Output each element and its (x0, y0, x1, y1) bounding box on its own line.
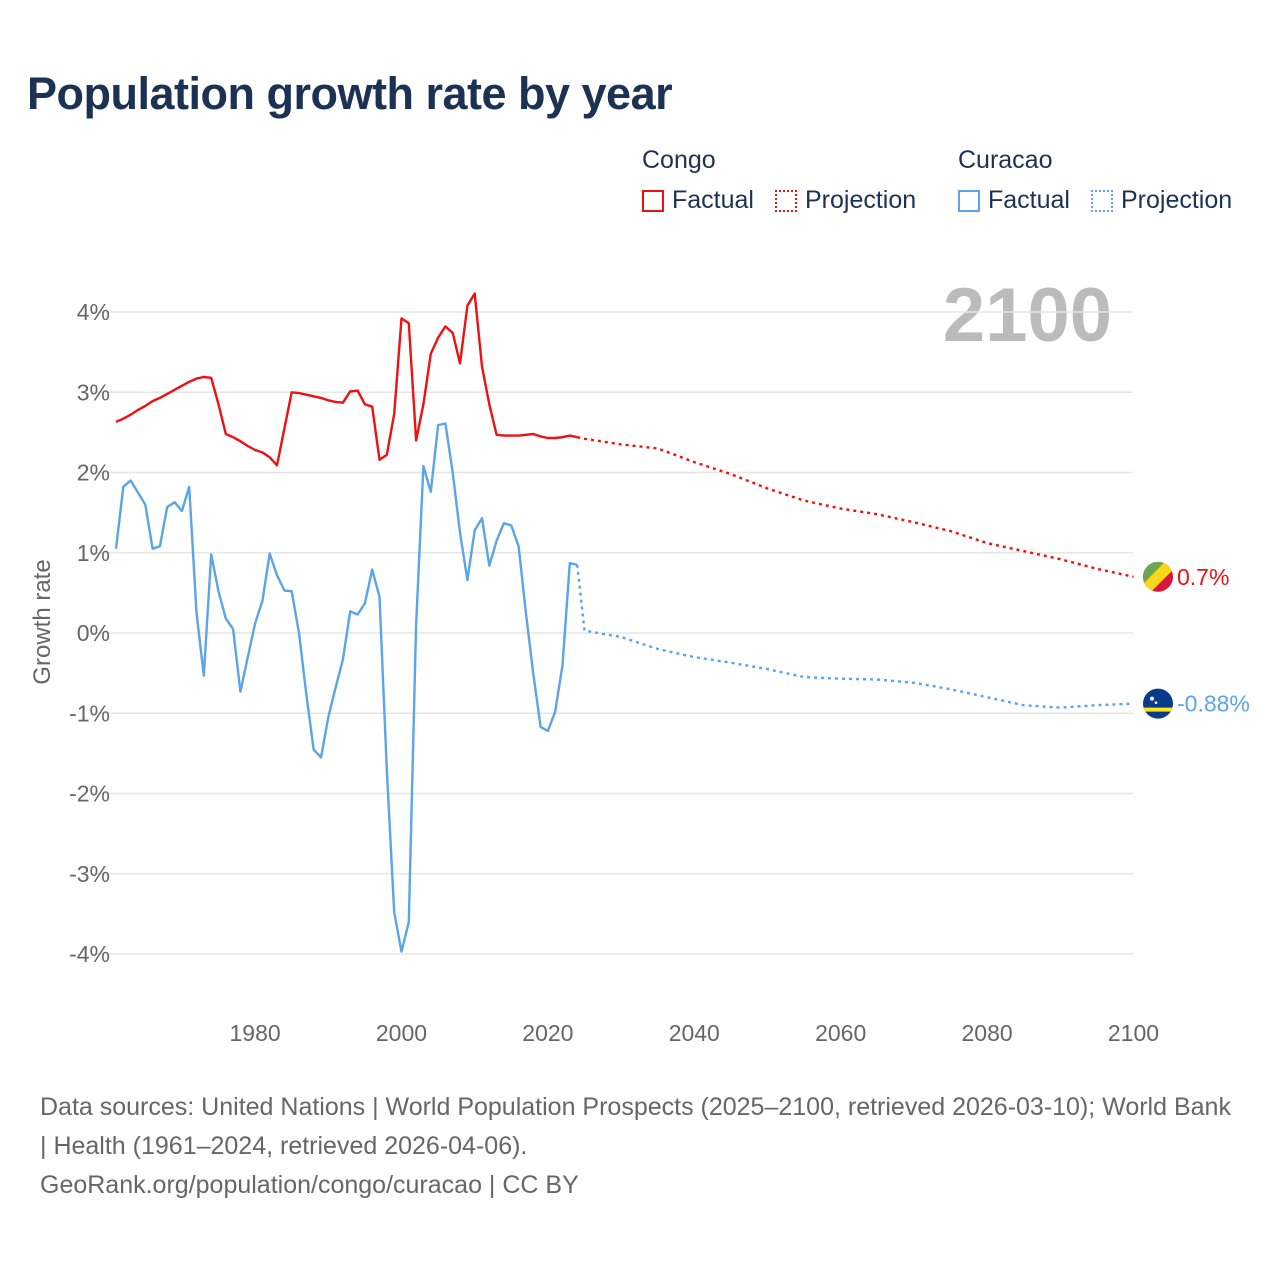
x-tick-label: 1980 (229, 1020, 280, 1046)
legend-country-congo: Congo (642, 146, 716, 174)
y-axis-label: Growth rate (29, 559, 56, 684)
data-sources: Data sources: United Nations | World Pop… (40, 1093, 1231, 1160)
x-tick-label: 2100 (1108, 1020, 1159, 1046)
legend-curacao-projection[interactable]: Projection (1091, 186, 1232, 215)
legend-curacao-factual[interactable]: Factual (958, 186, 1070, 215)
series-line-curacao-projection (576, 564, 1134, 709)
x-tick-label: 2000 (376, 1020, 427, 1046)
x-tick-label: 2020 (522, 1020, 573, 1046)
legend-label: Projection (805, 186, 917, 214)
legend-label: Factual (988, 186, 1070, 214)
series-line-congo-factual (115, 292, 578, 467)
y-tick-label: 2% (77, 460, 110, 486)
dotted-swatch-icon (1091, 189, 1113, 212)
y-tick-label: -1% (69, 700, 110, 726)
y-tick-label: -3% (69, 861, 110, 887)
curacao-flag-icon (1143, 688, 1173, 719)
credit-link[interactable]: GeoRank.org/population/congo/curacao | C… (40, 1171, 579, 1199)
legend-congo-projection[interactable]: Projection (775, 186, 916, 215)
end-value-label: 0.7% (1177, 564, 1229, 590)
legend-label: Projection (1121, 186, 1233, 214)
legend-congo-factual[interactable]: Factual (642, 186, 754, 215)
series-line-congo-projection (576, 436, 1134, 578)
end-value-label: -0.88% (1177, 691, 1250, 717)
y-tick-label: 3% (77, 379, 110, 405)
x-tick-label: 2080 (961, 1020, 1012, 1046)
congo-flag-icon (1143, 561, 1173, 592)
current-year-label: 2100 (942, 273, 1112, 358)
solid-swatch-icon (958, 189, 980, 212)
x-tick-label: 2060 (815, 1020, 866, 1046)
chart-title: Population growth rate by year (27, 68, 673, 119)
y-tick-label: 0% (77, 620, 110, 646)
legend-label: Factual (672, 186, 754, 214)
y-tick-label: -4% (69, 941, 110, 967)
y-tick-label: 4% (77, 299, 110, 325)
footer: Data sources: United Nations | World Pop… (40, 1088, 1240, 1205)
legend-country-curacao: Curacao (958, 146, 1053, 174)
dotted-swatch-icon (775, 189, 797, 212)
series-line-curacao-factual (114, 422, 578, 953)
line-chart: 4% 3% 2% 1% 0% -1% -2% -3% -4% 1980 2000 2020 2040 2… (29, 292, 1250, 1046)
y-tick-label: 1% (77, 540, 110, 566)
x-tick-label: 2040 (669, 1020, 720, 1046)
y-tick-label: -2% (69, 781, 110, 807)
solid-swatch-icon (642, 189, 664, 212)
